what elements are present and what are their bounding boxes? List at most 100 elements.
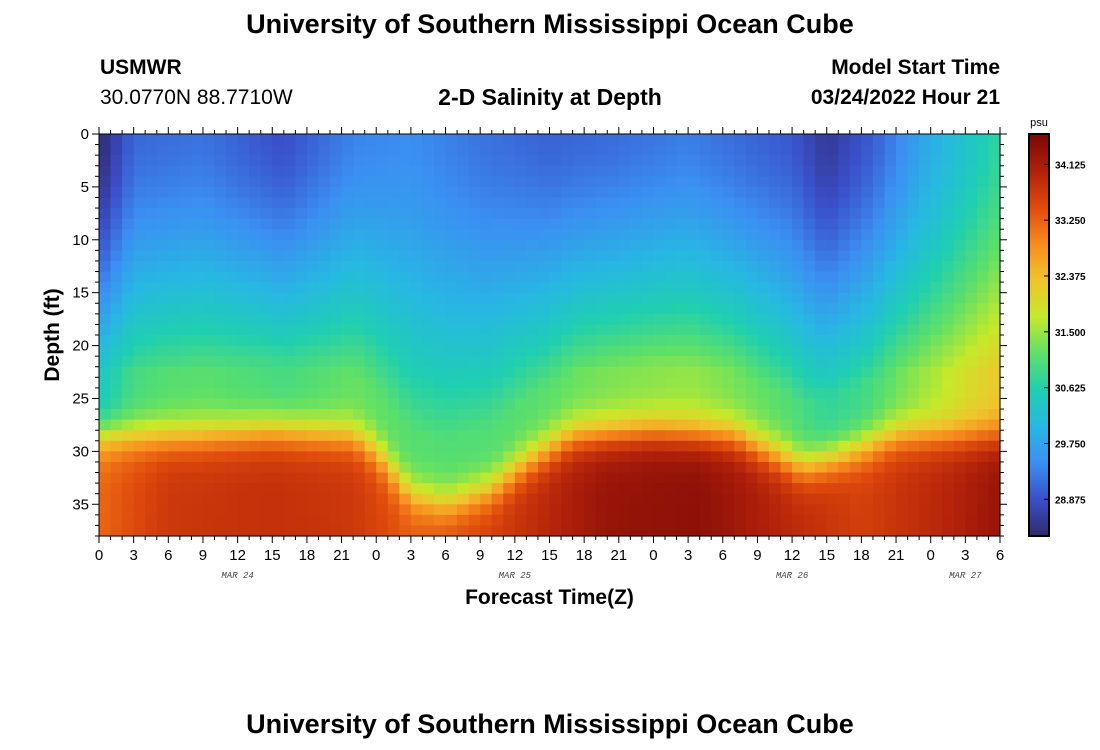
heatmap-cell xyxy=(364,451,377,463)
heatmap-cell xyxy=(99,493,112,505)
heatmap-cell xyxy=(595,165,608,177)
heatmap-cell xyxy=(688,186,701,199)
heatmap-cell xyxy=(503,356,516,368)
heatmap-cell xyxy=(641,419,655,431)
heatmap-cell xyxy=(907,250,920,262)
heatmap-cell xyxy=(433,218,447,230)
heatmap-cell xyxy=(122,176,135,188)
heatmap-cell xyxy=(191,514,204,527)
heatmap-cell xyxy=(249,430,262,442)
heatmap-cell xyxy=(353,134,366,146)
x-tick-label: 6 xyxy=(719,547,727,564)
heatmap-cell xyxy=(156,176,169,188)
heatmap-cell xyxy=(526,313,539,326)
heatmap-cell xyxy=(722,356,735,368)
heatmap-cell xyxy=(734,493,747,505)
heatmap-cell xyxy=(607,165,620,177)
heatmap-cell xyxy=(526,208,539,220)
heatmap-cell xyxy=(630,313,643,326)
heatmap-cell xyxy=(410,335,424,347)
heatmap-cell xyxy=(919,134,932,146)
heatmap-cell xyxy=(122,398,135,410)
heatmap-cell xyxy=(688,260,701,273)
heatmap-cell xyxy=(757,356,770,368)
y-tick-label: 30 xyxy=(72,443,89,460)
heatmap-cell xyxy=(572,398,585,410)
colorbar-unit: psu xyxy=(1030,117,1048,129)
heatmap-cell xyxy=(653,239,666,251)
heatmap-cell xyxy=(745,514,759,527)
heatmap-cell xyxy=(641,176,655,188)
heatmap-cell xyxy=(676,282,689,294)
heatmap-cell xyxy=(584,292,597,304)
heatmap-cell xyxy=(457,176,470,188)
heatmap-cell xyxy=(295,366,308,378)
heatmap-cell xyxy=(122,271,135,283)
colorbar-tick-label: 33.250 xyxy=(1055,216,1086,227)
heatmap-cell xyxy=(283,377,296,389)
heatmap-cell xyxy=(803,493,816,505)
heatmap-cell xyxy=(295,345,308,357)
heatmap-cell xyxy=(884,282,897,294)
heatmap-cell xyxy=(526,134,539,146)
heatmap-cell xyxy=(318,493,331,505)
heatmap-cell xyxy=(896,229,909,241)
heatmap-cell xyxy=(399,335,412,347)
heatmap-cell xyxy=(457,239,470,251)
heatmap-cell xyxy=(734,335,747,347)
heatmap-cell xyxy=(537,218,551,230)
heatmap-cell xyxy=(237,514,250,527)
heatmap-cell xyxy=(919,514,932,527)
heatmap-cell xyxy=(768,282,782,294)
heatmap-cell xyxy=(537,430,551,442)
heatmap-cell xyxy=(330,451,343,463)
heatmap-cell xyxy=(572,292,585,304)
heatmap-cell xyxy=(896,461,909,474)
heatmap-cell xyxy=(214,229,227,241)
heatmap-cell xyxy=(260,303,273,315)
heatmap-cell xyxy=(549,335,562,347)
heatmap-cell xyxy=(457,504,470,516)
heatmap-cell xyxy=(745,525,759,537)
heatmap-cell xyxy=(191,155,204,167)
heatmap-cell xyxy=(826,155,839,167)
x-tick-label: 18 xyxy=(576,547,593,564)
heatmap-cell xyxy=(503,387,516,400)
heatmap-cell xyxy=(399,176,412,188)
heatmap-cell xyxy=(341,440,354,452)
heatmap-cell xyxy=(330,218,343,230)
heatmap-cell xyxy=(376,525,389,537)
heatmap-cell xyxy=(433,229,447,241)
heatmap-cell xyxy=(792,313,805,326)
heatmap-cell xyxy=(896,525,909,537)
heatmap-cell xyxy=(191,377,204,389)
heatmap-cell xyxy=(318,165,331,177)
heatmap-cell xyxy=(653,134,666,146)
heatmap-cell xyxy=(826,144,839,156)
heatmap-cell xyxy=(468,430,481,442)
heatmap-cell xyxy=(711,260,724,273)
heatmap-cell xyxy=(179,440,193,452)
heatmap-cell xyxy=(122,197,135,209)
heatmap-cell xyxy=(561,366,574,378)
heatmap-cell xyxy=(803,250,816,262)
heatmap-cell xyxy=(514,229,527,241)
heatmap-cell xyxy=(133,387,146,400)
heatmap-cell xyxy=(283,461,296,474)
heatmap-cell xyxy=(202,377,216,389)
heatmap-cell xyxy=(122,366,135,378)
heatmap-cell xyxy=(260,165,273,177)
heatmap-cell xyxy=(688,356,701,368)
heatmap-cell xyxy=(907,165,920,177)
heatmap-cell xyxy=(768,260,782,273)
heatmap-cell xyxy=(99,197,112,209)
heatmap-cell xyxy=(422,387,435,400)
heatmap-cell xyxy=(156,409,169,421)
heatmap-cell xyxy=(607,430,620,442)
heatmap-cell xyxy=(191,504,204,516)
heatmap-cell xyxy=(584,271,597,283)
heatmap-cell xyxy=(306,366,320,378)
heatmap-cell xyxy=(688,197,701,209)
heatmap-cell xyxy=(295,525,308,537)
heatmap-cell xyxy=(514,303,527,315)
